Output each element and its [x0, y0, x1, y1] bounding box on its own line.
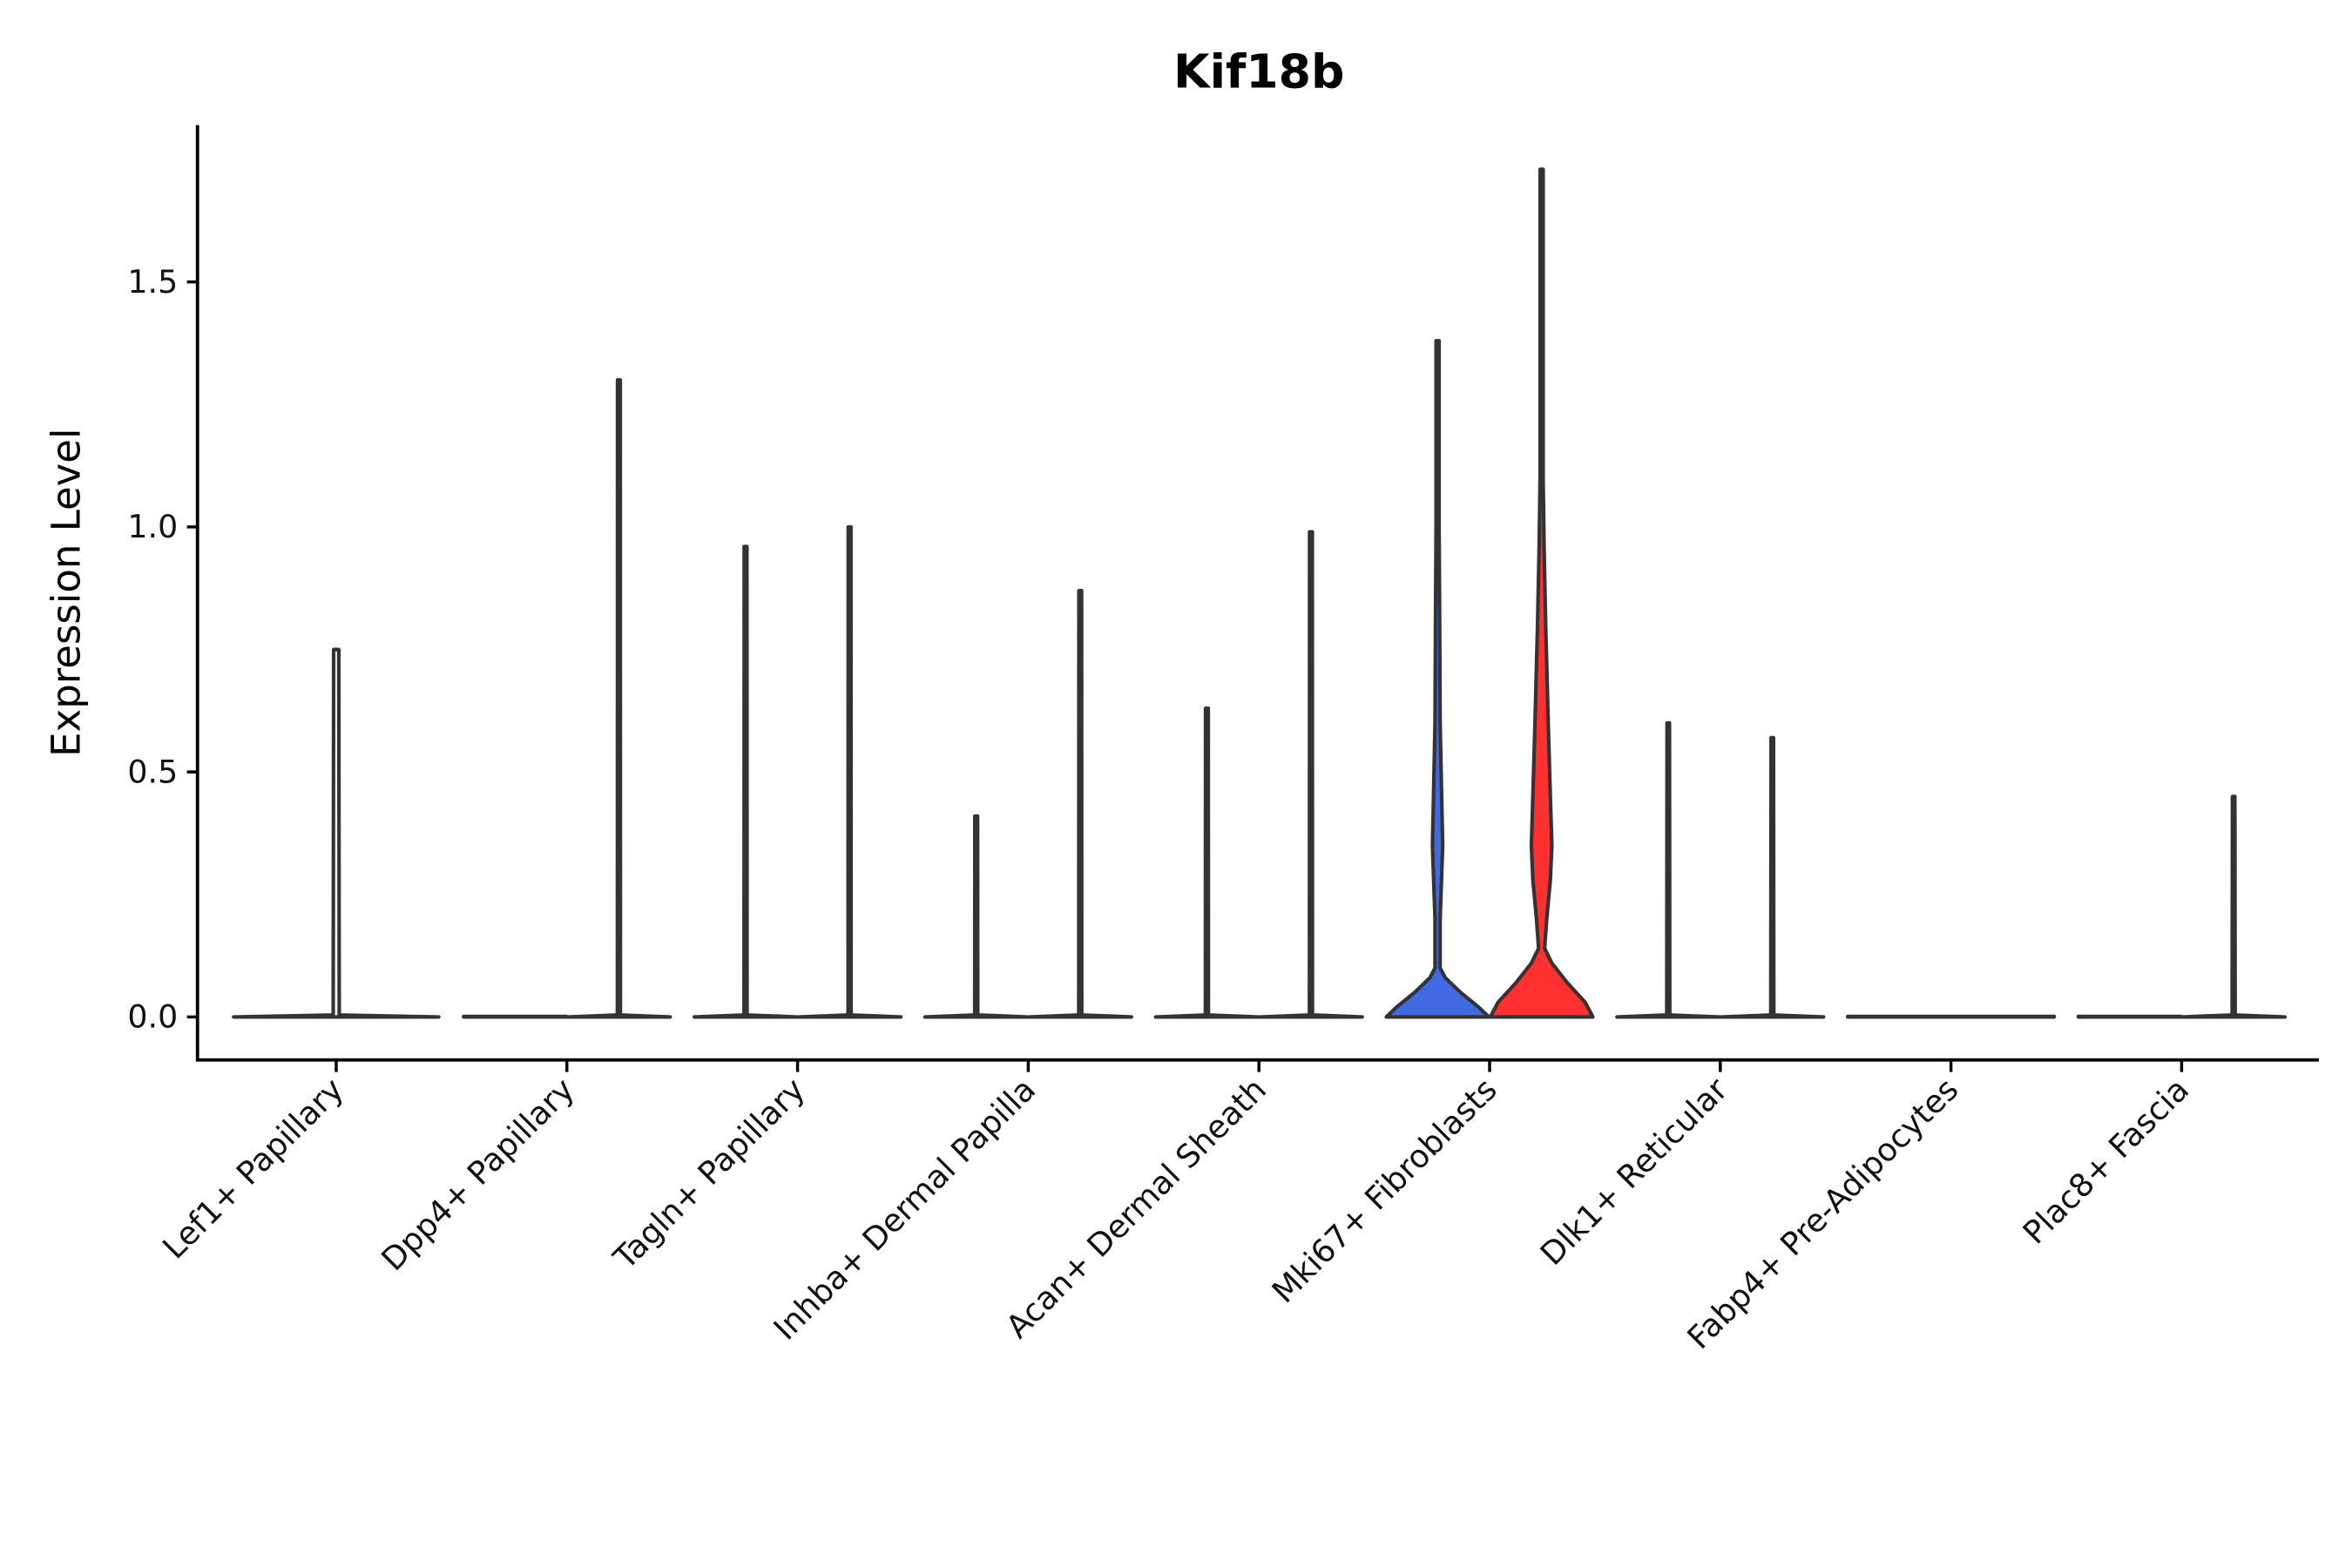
violin-tagln-papillary-left: [692, 544, 799, 1019]
x-tick-label: Lef1+ Papillary: [155, 1071, 350, 1266]
violins: [232, 167, 2288, 1019]
violin-acan-dermal-sheath-right: [1257, 530, 1364, 1019]
x-tick-label: Plac8+ Fascia: [2016, 1071, 2196, 1251]
x-tick-label: Mki67+ Fibroblasts: [1265, 1071, 1504, 1310]
violin-inhba-dermal-papilla-right: [1027, 589, 1134, 1019]
y-tick-label: 0.5: [127, 753, 178, 790]
y-tick-label: 0.0: [127, 998, 178, 1036]
violin-tagln-papillary-right: [796, 524, 903, 1019]
x-tick-label: Tagln+ Papillary: [605, 1071, 812, 1277]
x-tick-label: Acan+ Dermal Sheath: [998, 1071, 1274, 1346]
x-ticks: Lef1+ Papillary Dpp4+ Papillary Tagln+ Pap…: [155, 1059, 2196, 1356]
chart-title: Kif18b: [1173, 44, 1344, 98]
x-tick-label: Dlk1+ Reticular: [1533, 1071, 1735, 1273]
y-ticks: 0.0 0.5 1.0 1.5: [127, 263, 198, 1036]
y-axis-label: Expression Level: [44, 429, 90, 757]
violin-inhba-dermal-papilla-left: [923, 814, 1030, 1019]
y-tick-label: 1.0: [127, 508, 178, 545]
violin-lef1-papillary-center: [232, 647, 441, 1019]
x-tick-label: Fabp4+ Pre-Adipocytes: [1680, 1071, 1965, 1356]
y-tick-label: 1.5: [127, 263, 178, 301]
violin-dlk1-reticular-left: [1615, 720, 1722, 1019]
violin-dpp4-papillary-right: [565, 378, 672, 1019]
violin-plac8-fascia-right: [2180, 794, 2288, 1019]
x-tick-label: Dpp4+ Papillary: [374, 1071, 581, 1278]
violin-dlk1-reticular-right: [1719, 735, 1826, 1019]
violin-acan-dermal-sheath-left: [1153, 706, 1260, 1019]
violin-mki67-fibroblasts-left: [1384, 339, 1491, 1019]
violin-mki67-fibroblasts-right: [1488, 167, 1595, 1019]
x-tick-label: Inhba+ Dermal Papilla: [767, 1071, 1044, 1348]
